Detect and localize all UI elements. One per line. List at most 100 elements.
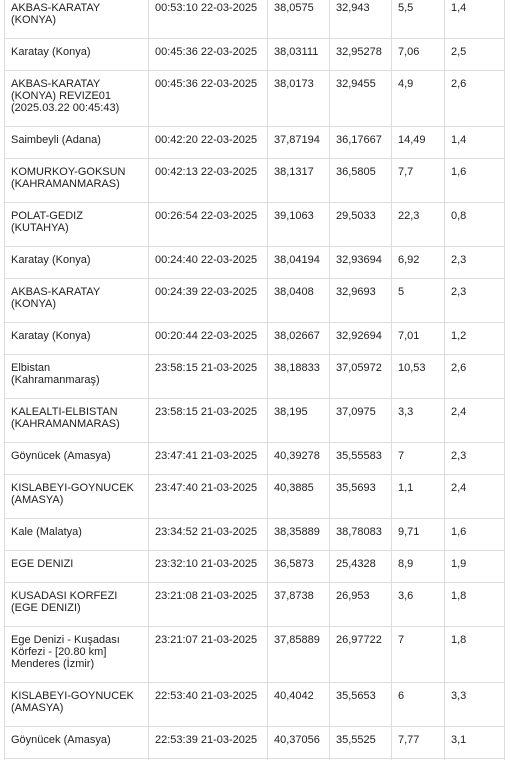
table-cell: 35,5525 (329, 726, 392, 759)
table-cell: 26,97722 (329, 626, 392, 683)
table-cell: 7 (391, 626, 445, 683)
table-cell: Göynücek (Amasya) (4, 442, 149, 475)
cell-line: Kale (Malatya) (11, 526, 82, 538)
table-cell: Karatay (Konya) (4, 38, 149, 71)
table-cell: 00:20:44 22-03-2025 (148, 322, 268, 355)
table-cell: 3,1 (444, 726, 505, 759)
cell-line: Menderes (İzmir) (11, 658, 95, 670)
table-cell: 22:53:39 21-03-2025 (148, 726, 268, 759)
table-cell: 4,9 (391, 70, 445, 127)
table-cell: 2,5 (444, 38, 505, 71)
table-row: AKBAS-KARATAY (KONYA) REVIZE01 (2025.03.22… (4, 70, 505, 127)
table-cell: 1,1 (391, 474, 445, 519)
table-cell: Karatay (Konya) (4, 322, 149, 355)
table-row: KISLABEYI-GOYNUCEK (AMASYA) 22:53:40 21-03… (4, 682, 505, 727)
table-cell: 14,49 (391, 126, 445, 159)
cell-line: (Kahramanmaraş) (11, 374, 100, 386)
table-row: Karatay (Konya) 00:20:44 22-03-2025 38,026… (4, 322, 505, 355)
table-cell: 37,05972 (329, 354, 392, 399)
table-cell: 40,37056 (267, 726, 330, 759)
cell-line: (AMASYA) (11, 702, 64, 714)
cell-line: Göynücek (Amasya) (11, 450, 111, 462)
table-row: POLAT-GEDIZ (KUTAHYA) 00:26:54 22-03-2025 3… (4, 202, 505, 247)
table-cell: 38,03111 (267, 38, 330, 71)
table-cell: 22:53:40 21-03-2025 (148, 682, 268, 727)
table-cell: 2,6 (444, 354, 505, 399)
table-cell: 37,0975 (329, 398, 392, 443)
table-cell: 32,93694 (329, 246, 392, 279)
table-cell: 7,06 (391, 38, 445, 71)
table-cell: 1,8 (444, 582, 505, 627)
table-cell: 32,92694 (329, 322, 392, 355)
table-cell: 36,5873 (267, 550, 330, 583)
table-cell: 8,9 (391, 550, 445, 583)
cell-line: AKBAS-KARATAY (11, 286, 101, 298)
table-cell: 35,5653 (329, 682, 392, 727)
table-cell: AKBAS-KARATAY (KONYA) REVIZE01 (2025.03.22… (4, 70, 149, 127)
table-cell: 36,17667 (329, 126, 392, 159)
cell-line: KISLABEYI-GOYNUCEK (11, 690, 134, 702)
table-row: AKBAS-KARATAY (KONYA) 00:53:10 22-03-2025 3… (4, 0, 505, 39)
table-row: KISLABEYI-GOYNUCEK (AMASYA) 23:47:40 21-03… (4, 474, 505, 519)
table-cell: 3,6 (391, 582, 445, 627)
table-cell: 00:26:54 22-03-2025 (148, 202, 268, 247)
cell-line: POLAT-GEDIZ (11, 210, 83, 222)
table-cell: 32,95278 (329, 38, 392, 71)
cell-line: AKBAS-KARATAY (11, 78, 101, 90)
table-row: KALEALTI-ELBISTAN (KAHRAMANMARAS) 23:58:15… (4, 398, 505, 443)
table-row: Sarayköy (Denizli)22:44:15 21-03-202537,… (4, 758, 505, 760)
table-cell: 32,943 (329, 0, 392, 39)
cell-line: (KONYA) (11, 14, 57, 26)
table-row: Göynücek (Amasya) 23:47:41 21-03-2025 40,3… (4, 442, 505, 475)
table-cell: EGE DENIZI (4, 550, 149, 583)
table-cell: 7,77 (391, 726, 445, 759)
table-cell: 23:32:10 21-03-2025 (148, 550, 268, 583)
table-cell: 10,53 (391, 354, 445, 399)
cell-line: EGE DENIZI (11, 558, 74, 570)
cell-line: Karatay (Konya) (11, 46, 91, 58)
table-cell: 35,55583 (329, 442, 392, 475)
table-row: Kale (Malatya) 23:34:52 21-03-2025 38,3588… (4, 518, 505, 551)
table-cell: 32,9455 (329, 70, 392, 127)
table-cell: 2,3 (444, 278, 505, 323)
table-cell: 2,4 (444, 474, 505, 519)
table-cell: 38,1317 (267, 158, 330, 203)
table-cell: 23:47:40 21-03-2025 (148, 474, 268, 519)
table-cell: Göynücek (Amasya) (4, 726, 149, 759)
table-cell: Saimbeyli (Adana) (4, 126, 149, 159)
table-cell: 36,5805 (329, 158, 392, 203)
table-cell: 2,6 (444, 70, 505, 127)
table-cell: 23:21:08 21-03-2025 (148, 582, 268, 627)
table-cell: 37,85889 (267, 626, 330, 683)
table-cell: 1,6 (444, 158, 505, 203)
table-cell: 7 (391, 442, 445, 475)
table-cell: 2,3 (444, 246, 505, 279)
table-cell: 0,8 (444, 202, 505, 247)
table-cell: 9,71 (391, 518, 445, 551)
table-cell: KISLABEYI-GOYNUCEK (AMASYA) (4, 682, 149, 727)
table-cell: 1,9 (444, 550, 505, 583)
cell-line: Göynücek (Amasya) (11, 734, 111, 746)
table-cell: 00:45:36 22-03-2025 (148, 70, 268, 127)
table-row: Karatay (Konya) 00:24:40 22-03-2025 38,041… (4, 246, 505, 279)
table-cell: 22,3 (391, 202, 445, 247)
table-row: KUSADASI KORFEZI (EGE DENIZI) 23:21:08 21-… (4, 582, 505, 627)
table-cell: 26,953 (329, 582, 392, 627)
table-cell: 1,4 (444, 126, 505, 159)
table-cell: 7,01 (391, 322, 445, 355)
table-cell: 3,3 (444, 682, 505, 727)
cell-line: (EGE DENIZI) (11, 602, 81, 614)
table-cell: 37,8738 (267, 582, 330, 627)
table-cell: KALEALTI-ELBISTAN (KAHRAMANMARAS) (4, 398, 149, 443)
table-cell: 29,5033 (329, 202, 392, 247)
table-cell: 5,5 (391, 0, 445, 39)
table-cell: 38,0408 (267, 278, 330, 323)
table-cell: Ege Denizi - Kuşadası Körfezi - [20.80 km… (4, 626, 149, 683)
table-cell: KOMURKOY-GOKSUN (KAHRAMANMARAS) (4, 158, 149, 203)
table-cell: 37,87194 (267, 126, 330, 159)
cell-line: (KAHRAMANMARAS) (11, 178, 120, 190)
cell-line: Saimbeyli (Adana) (11, 134, 101, 146)
table-cell: 23:21:07 21-03-2025 (148, 626, 268, 683)
table-cell: 7,7 (391, 158, 445, 203)
